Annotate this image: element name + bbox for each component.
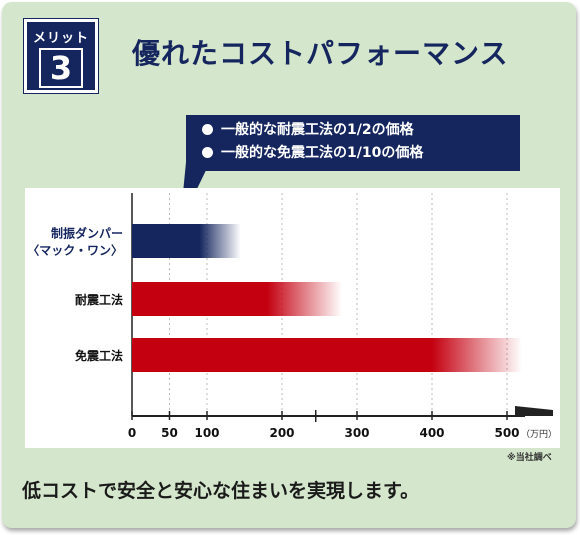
x-tick-label: 500 [494,426,519,440]
callout-box: 一般的な耐震工法の1/2の価格 一般的な免震工法の1/10の価格 [186,115,520,171]
merit-badge: メリット 3 [23,18,99,94]
page-title: 優れたコストパフォーマンス [132,37,509,70]
category-label: 〈マック・ワン〉 [27,243,123,258]
bullet-icon [202,124,213,135]
bar-0 [132,224,241,258]
category-label: 耐震工法 [75,292,123,307]
footnote: ※当社調べ [507,453,552,463]
axis-arrow-icon [515,406,553,416]
chart-area: 制振ダンパー〈マック・ワン〉耐震工法免震工法 0 50 100 200 300 400 500… [25,188,560,448]
bullet-icon [202,147,213,158]
x-tick-label: 300 [344,426,369,440]
callout-line-1: 一般的な耐震工法の1/2の価格 [202,119,520,142]
merit-card: メリット 3 優れたコストパフォーマンス 一般的な耐震工法の1/2の価格 一般的… [2,2,576,528]
x-tick-label: 100 [194,426,219,440]
tagline: 低コストで安全と安心な住まいを実現します。 [22,480,420,502]
x-tick-label: 400 [419,426,444,440]
unit-label: （万円） [521,429,557,440]
callout-line-2: 一般的な免震工法の1/10の価格 [202,142,520,165]
x-tick-label: 50 [161,426,178,440]
x-tick-label: 200 [269,426,294,440]
bar-2 [132,338,522,372]
x-tick-label: 0 [128,426,136,440]
merit-badge-label: メリット [32,31,89,46]
category-label: 制振ダンパー [51,226,123,241]
category-label: 免震工法 [75,348,123,363]
merit-number: 3 [39,48,83,88]
bar-1 [132,282,342,316]
